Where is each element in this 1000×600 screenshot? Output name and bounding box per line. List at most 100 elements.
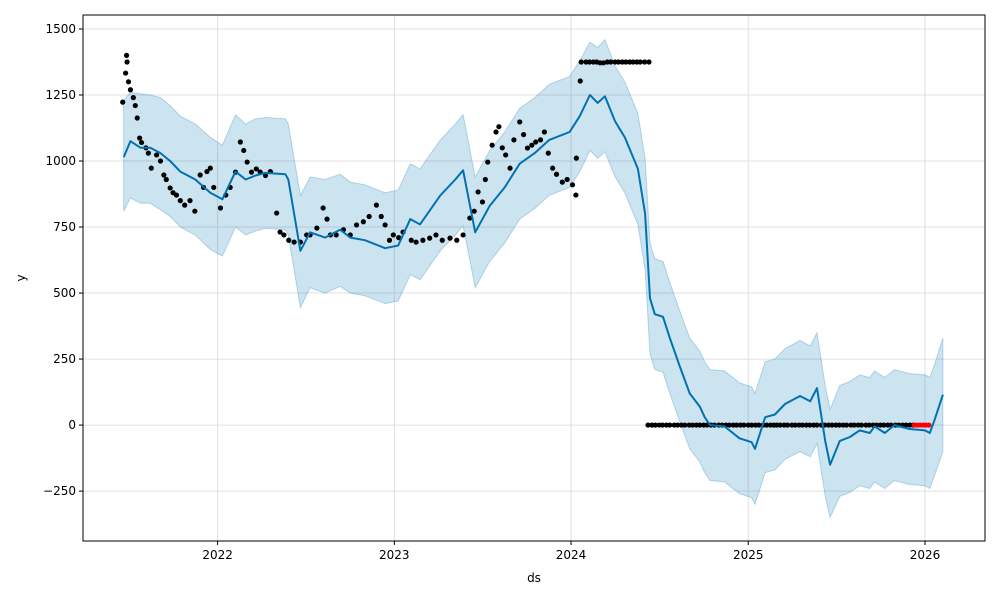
observed-point xyxy=(274,210,280,216)
observed-point xyxy=(248,169,255,175)
observed-point xyxy=(320,205,326,211)
observed-point xyxy=(741,422,747,428)
observed-point xyxy=(378,213,384,220)
observed-point xyxy=(207,165,213,171)
observed-point xyxy=(496,124,502,130)
observed-point xyxy=(485,159,491,165)
observed-point xyxy=(764,422,770,428)
observed-point xyxy=(123,70,129,76)
observed-point xyxy=(192,208,198,214)
observed-point xyxy=(843,422,850,428)
observed-point xyxy=(138,139,145,146)
observed-point xyxy=(125,79,132,85)
observed-point xyxy=(623,59,629,65)
observed-point xyxy=(427,235,433,241)
observed-point xyxy=(467,215,473,221)
observed-point xyxy=(460,232,466,238)
observed-point xyxy=(734,422,740,428)
observed-point xyxy=(237,139,243,145)
observed-point xyxy=(408,237,414,243)
observed-point xyxy=(127,87,134,93)
observed-point xyxy=(615,59,622,65)
x-tick-label: 2024 xyxy=(556,548,587,562)
x-axis: 2022 2023 2024 2025 2026 xyxy=(202,541,940,562)
observed-point xyxy=(637,59,643,65)
observed-point xyxy=(652,422,658,428)
observed-point xyxy=(777,422,783,428)
observed-point xyxy=(253,166,259,172)
highlighted-point xyxy=(926,422,932,428)
observed-point xyxy=(386,237,393,243)
observed-point xyxy=(314,225,320,231)
observed-points xyxy=(120,52,932,428)
observed-point xyxy=(333,232,339,238)
observed-point xyxy=(471,208,477,214)
observed-point xyxy=(792,422,798,428)
observed-point xyxy=(511,137,517,143)
observed-point xyxy=(726,422,732,428)
observed-point xyxy=(573,192,579,198)
observed-point xyxy=(134,115,140,121)
observed-point xyxy=(382,222,388,228)
x-tick-label: 2023 xyxy=(379,548,410,562)
observed-point xyxy=(642,59,648,65)
observed-point xyxy=(829,422,835,428)
observed-point xyxy=(281,232,287,238)
observed-point xyxy=(545,150,551,156)
observed-point xyxy=(420,237,426,243)
forecast-line xyxy=(122,94,944,466)
observed-point xyxy=(524,145,531,151)
x-tick-label: 2022 xyxy=(202,548,233,562)
observed-point xyxy=(541,129,548,135)
observed-point xyxy=(858,422,865,428)
observed-point xyxy=(353,222,360,228)
y-tick-label: 750 xyxy=(53,220,76,234)
observed-point xyxy=(413,239,419,245)
observed-point xyxy=(244,159,250,165)
observed-point xyxy=(148,165,154,171)
observed-point xyxy=(866,422,872,428)
y-axis: −250 0 250 500 750 1000 1250 1500 xyxy=(43,22,83,498)
observed-point xyxy=(396,234,402,241)
y-tick-label: 250 xyxy=(53,352,76,366)
observed-point xyxy=(277,229,283,235)
observed-point xyxy=(520,132,527,138)
observed-point xyxy=(120,99,126,105)
observed-point xyxy=(163,176,169,183)
observed-point xyxy=(145,150,151,156)
observed-point xyxy=(503,152,509,158)
forecast-line-group xyxy=(122,94,944,466)
observed-point xyxy=(749,422,755,428)
observed-point xyxy=(646,59,652,65)
observed-point xyxy=(447,235,453,241)
observed-point xyxy=(608,59,614,65)
observed-point xyxy=(667,422,673,428)
grid xyxy=(83,15,985,541)
observed-point xyxy=(578,59,584,65)
observed-point xyxy=(173,192,180,198)
observed-point xyxy=(814,422,820,428)
uncertainty-band xyxy=(123,38,944,520)
observed-point xyxy=(600,60,607,66)
observed-point xyxy=(123,52,130,59)
observed-point xyxy=(286,237,292,243)
y-tick-label: 1250 xyxy=(45,88,76,102)
observed-point xyxy=(836,422,842,428)
observed-point xyxy=(493,129,499,135)
y-tick-label: 1000 xyxy=(45,154,76,168)
y-tick-label: 500 xyxy=(53,286,76,300)
observed-point xyxy=(517,119,523,125)
y-axis-label: y xyxy=(14,274,28,281)
observed-point xyxy=(390,232,396,238)
observed-point xyxy=(573,155,579,161)
observed-point xyxy=(132,102,138,109)
observed-point xyxy=(124,59,130,65)
observed-point xyxy=(439,237,445,243)
observed-point xyxy=(807,422,813,428)
observed-point xyxy=(659,422,666,428)
observed-point xyxy=(182,202,188,208)
observed-point xyxy=(366,213,372,220)
observed-point xyxy=(204,168,210,175)
observed-point xyxy=(475,189,481,195)
observed-point xyxy=(533,139,539,145)
